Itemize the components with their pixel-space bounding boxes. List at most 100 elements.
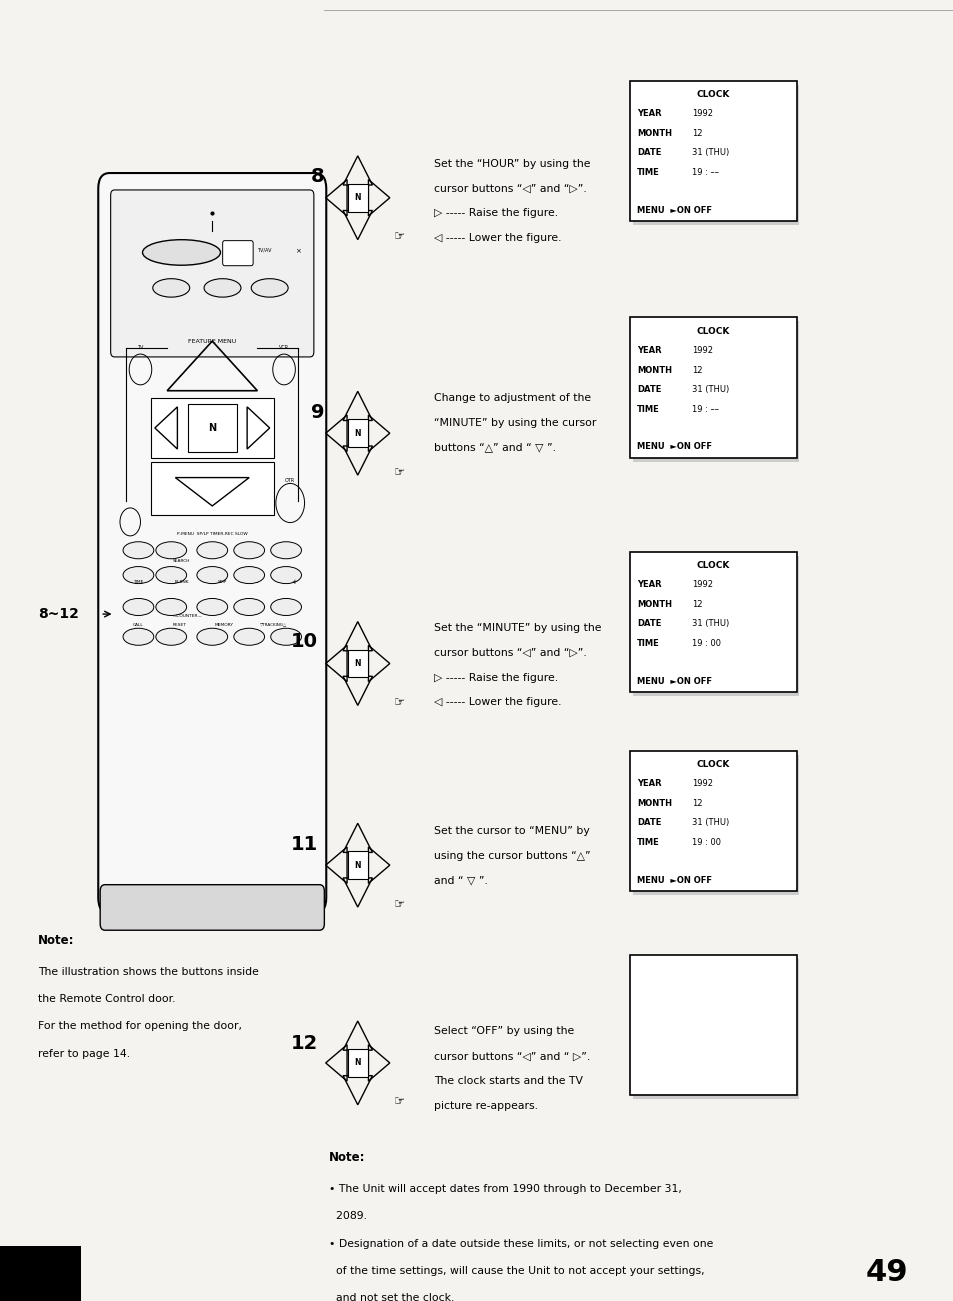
Text: and “ ▽ ”.: and “ ▽ ”.	[434, 876, 487, 886]
Text: 11: 11	[290, 835, 317, 855]
Text: YEAR: YEAR	[637, 779, 661, 788]
FancyBboxPatch shape	[111, 190, 314, 356]
Text: ▽TRACKING△: ▽TRACKING△	[260, 623, 287, 627]
Text: TIME: TIME	[637, 405, 659, 414]
Text: 12: 12	[691, 600, 701, 609]
Bar	[629, 81, 796, 221]
Text: 1992: 1992	[691, 346, 712, 355]
Text: “MINUTE” by using the cursor: “MINUTE” by using the cursor	[434, 418, 596, 428]
Text: 31 (THU): 31 (THU)	[691, 619, 728, 628]
Text: 8~12: 8~12	[38, 608, 79, 621]
Bar	[629, 317, 796, 458]
Ellipse shape	[233, 541, 264, 558]
Text: For the method for opening the door,: For the method for opening the door,	[38, 1021, 242, 1032]
Text: 31 (THU): 31 (THU)	[691, 385, 728, 394]
Text: Note:: Note:	[329, 1151, 365, 1164]
Text: 19 : ––: 19 : ––	[691, 405, 718, 414]
Text: 12: 12	[290, 1034, 317, 1054]
Text: OTR: OTR	[285, 479, 295, 484]
Ellipse shape	[155, 566, 187, 584]
Ellipse shape	[155, 541, 187, 558]
Ellipse shape	[251, 278, 288, 297]
Text: 10: 10	[291, 632, 317, 652]
Text: 12: 12	[691, 366, 701, 375]
Ellipse shape	[196, 541, 228, 558]
Text: FEATURE MENU: FEATURE MENU	[188, 340, 236, 345]
Text: CLOCK: CLOCK	[696, 90, 729, 99]
Text: N: N	[355, 861, 360, 869]
Ellipse shape	[123, 541, 153, 558]
Text: Change to adjustment of the: Change to adjustment of the	[434, 393, 591, 403]
Text: MONTH: MONTH	[637, 129, 672, 138]
Bar	[347, 851, 368, 879]
Text: TIME: TIME	[637, 168, 659, 177]
Text: SEARCH: SEARCH	[172, 559, 190, 563]
Text: and not set the clock.: and not set the clock.	[329, 1293, 454, 1301]
Text: cursor buttons “◁” and “▷”.: cursor buttons “◁” and “▷”.	[434, 648, 586, 658]
Text: ◁ ----- Lower the figure.: ◁ ----- Lower the figure.	[434, 697, 561, 708]
Text: TIME: TIME	[637, 639, 659, 648]
Text: DATE: DATE	[637, 619, 661, 628]
Text: MENU  ►ON OFF: MENU ►ON OFF	[637, 876, 712, 885]
Text: CLOCK: CLOCK	[696, 561, 729, 570]
Text: 19 : 00: 19 : 00	[691, 838, 720, 847]
Text: P-MENU  SP/LP TIMER-REC SLOW: P-MENU SP/LP TIMER-REC SLOW	[176, 532, 248, 536]
Text: using the cursor buttons “△”: using the cursor buttons “△”	[434, 851, 590, 861]
Text: ☞: ☞	[394, 230, 405, 243]
Text: DATE: DATE	[637, 818, 661, 827]
Bar	[347, 649, 368, 678]
Bar	[151, 398, 274, 458]
Ellipse shape	[152, 278, 190, 297]
Text: DATE: DATE	[637, 385, 661, 394]
Text: CALL: CALL	[132, 623, 144, 627]
Bar	[347, 1049, 368, 1077]
FancyBboxPatch shape	[100, 885, 324, 930]
Text: ▷ ----- Raise the figure.: ▷ ----- Raise the figure.	[434, 673, 558, 683]
Ellipse shape	[233, 566, 264, 584]
Ellipse shape	[233, 598, 264, 615]
Text: CLOCK: CLOCK	[696, 327, 729, 336]
Text: MENU  ►ON OFF: MENU ►ON OFF	[637, 677, 712, 686]
Text: 1992: 1992	[691, 109, 712, 118]
Text: • Designation of a date outside these limits, or not selecting even one: • Designation of a date outside these li…	[329, 1239, 713, 1249]
Text: RESET: RESET	[172, 623, 186, 627]
Text: TV/AV: TV/AV	[257, 247, 272, 252]
Text: The clock starts and the TV: The clock starts and the TV	[434, 1076, 582, 1086]
Text: MONTH: MONTH	[637, 366, 672, 375]
Text: ⨯: ⨯	[295, 247, 301, 254]
Text: the Remote Control door.: the Remote Control door.	[38, 994, 175, 1004]
Bar	[632, 755, 799, 895]
Text: 1992: 1992	[691, 580, 712, 589]
Bar	[151, 462, 274, 515]
Text: Select “OFF” by using the: Select “OFF” by using the	[434, 1026, 574, 1037]
Text: +: +	[291, 579, 297, 585]
Ellipse shape	[123, 566, 153, 584]
Text: SKIP: SKIP	[217, 580, 227, 584]
Text: ☞: ☞	[394, 466, 405, 479]
Ellipse shape	[123, 598, 153, 615]
Text: 19 : ––: 19 : ––	[691, 168, 718, 177]
Text: buttons “△” and “ ▽ ”.: buttons “△” and “ ▽ ”.	[434, 442, 556, 453]
Text: 8: 8	[311, 167, 324, 186]
Text: Note:: Note:	[38, 934, 74, 947]
Ellipse shape	[155, 628, 187, 645]
Bar	[629, 552, 796, 692]
Text: 12: 12	[691, 129, 701, 138]
Text: 19 : 00: 19 : 00	[691, 639, 720, 648]
Text: Set the “MINUTE” by using the: Set the “MINUTE” by using the	[434, 623, 601, 634]
Text: N: N	[355, 660, 360, 667]
Text: MONTH: MONTH	[637, 799, 672, 808]
Text: YEAR: YEAR	[637, 346, 661, 355]
Text: 49: 49	[865, 1258, 907, 1287]
Bar	[629, 955, 796, 1095]
Bar	[347, 183, 368, 212]
Text: 2089.: 2089.	[329, 1211, 367, 1222]
Text: Set the “HOUR” by using the: Set the “HOUR” by using the	[434, 159, 590, 169]
Ellipse shape	[271, 628, 301, 645]
Bar	[632, 959, 799, 1099]
Text: -: -	[255, 579, 258, 585]
Ellipse shape	[196, 566, 228, 584]
Bar	[347, 419, 368, 448]
Text: picture re-appears.: picture re-appears.	[434, 1101, 537, 1111]
Text: Set the cursor to “MENU” by: Set the cursor to “MENU” by	[434, 826, 589, 837]
